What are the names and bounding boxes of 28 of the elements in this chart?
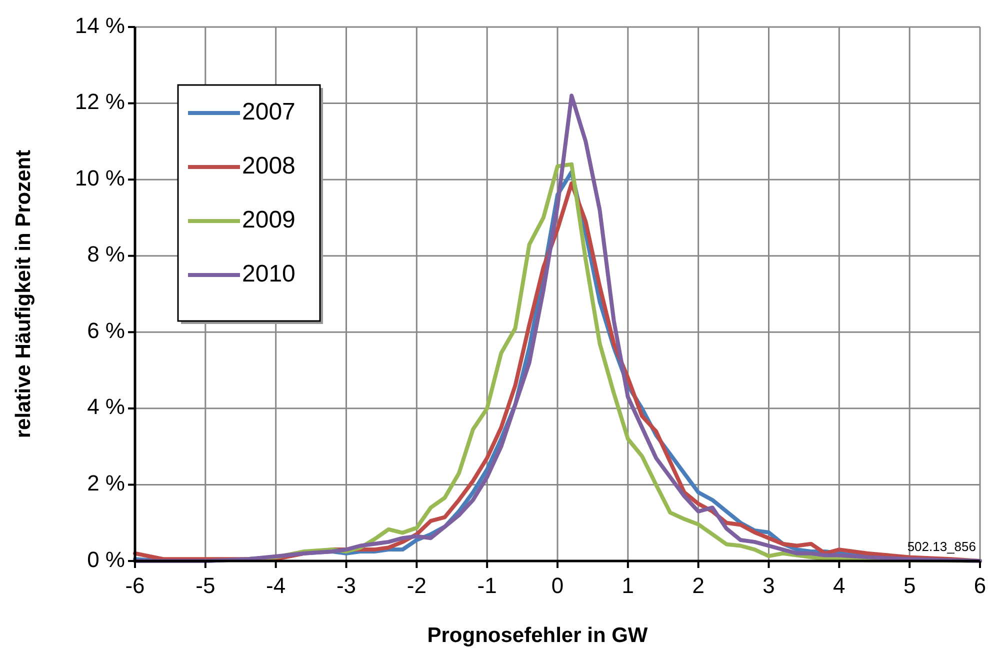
legend-label: 2010 bbox=[242, 260, 296, 288]
y-tick-label: 6 % bbox=[87, 318, 125, 343]
x-tick-label: 3 bbox=[762, 573, 775, 598]
legend-label: 2008 bbox=[242, 152, 296, 180]
y-tick-label: 0 % bbox=[87, 546, 125, 572]
legend-label: 2007 bbox=[242, 98, 296, 126]
y-tick-label: 4 % bbox=[87, 394, 125, 420]
x-tick-label: 5 bbox=[903, 573, 916, 598]
y-tick-label: 12 % bbox=[74, 89, 125, 114]
x-tick-label: -1 bbox=[477, 573, 497, 598]
x-tick-label: 1 bbox=[622, 573, 634, 598]
y-tick-label: 8 % bbox=[87, 242, 125, 267]
y-tick-label: 2 % bbox=[87, 470, 125, 496]
x-tick-label: 2 bbox=[692, 573, 704, 598]
y-tick-label: 10 % bbox=[74, 165, 125, 190]
x-tick-label: -4 bbox=[266, 573, 286, 598]
y-tick-label: 14 % bbox=[74, 12, 125, 38]
x-tick-label: -6 bbox=[125, 573, 145, 598]
x-tick-label: -3 bbox=[336, 573, 356, 598]
x-tick-label: 6 bbox=[974, 573, 986, 598]
x-tick-label: 4 bbox=[833, 573, 846, 598]
x-axis-title: Prognosefehler in GW bbox=[427, 624, 648, 647]
x-tick-label: -5 bbox=[196, 573, 216, 598]
y-axis-title: relative Häufigkeit in Prozent bbox=[12, 150, 35, 438]
x-tick-label: 0 bbox=[551, 573, 564, 598]
annotation: 502.13_856 bbox=[907, 539, 976, 554]
x-tick-label: -2 bbox=[406, 573, 426, 598]
legend-label: 2009 bbox=[242, 206, 296, 234]
